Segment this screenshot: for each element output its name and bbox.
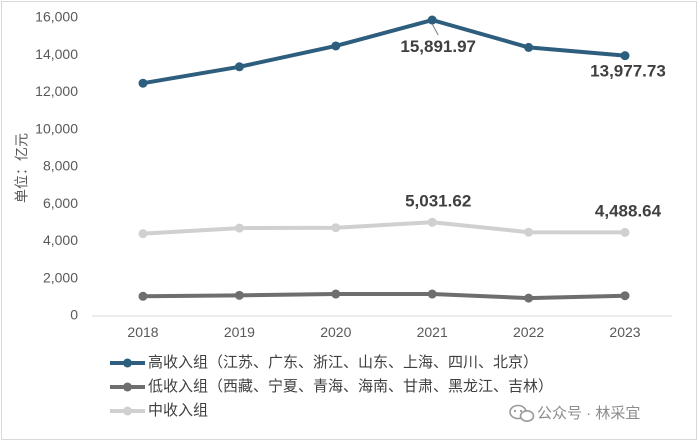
series-group: 15,891.97 13,977.73 5,031.62 4,488.64 xyxy=(138,15,666,303)
legend-label: 中收入组 xyxy=(148,402,208,419)
watermark: 公众号 · 林采宜 xyxy=(509,404,640,422)
x-tick-label: 2019 xyxy=(224,324,255,340)
data-point xyxy=(234,223,244,233)
x-tick-label: 2020 xyxy=(320,324,351,340)
legend-label: 高收入组（江苏、广东、浙江、山东、上海、四川、北京） xyxy=(148,354,538,371)
legend-swatch-marker xyxy=(123,382,132,392)
x-tick-label: 2023 xyxy=(609,324,640,340)
data-point xyxy=(234,290,244,300)
watermark-text: 公众号 · 林采宜 xyxy=(537,405,640,422)
data-point xyxy=(620,227,630,237)
data-label: 5,031.62 xyxy=(405,191,471,210)
data-point xyxy=(331,41,341,51)
data-label: 4,488.64 xyxy=(595,201,662,220)
y-axis-ticks: 0 2,000 4,000 6,000 8,000 10,000 12,000 14,000 1… xyxy=(35,9,78,323)
data-point xyxy=(138,78,148,88)
data-label: 13,977.73 xyxy=(590,62,666,81)
data-point xyxy=(138,229,148,239)
legend: 高收入组（江苏、广东、浙江、山东、上海、四川、北京） 低收入组（西藏、宁夏、青海、… xyxy=(110,354,553,419)
data-point xyxy=(427,289,437,299)
y-tick-label: 12,000 xyxy=(35,83,78,99)
data-point xyxy=(620,291,630,301)
legend-swatch-marker xyxy=(123,406,132,416)
legend-item: 中收入组 xyxy=(110,402,208,419)
data-point xyxy=(620,51,630,61)
legend-item: 高收入组（江苏、广东、浙江、山东、上海、四川、北京） xyxy=(110,354,538,371)
data-label-leader xyxy=(431,23,439,36)
data-point xyxy=(427,15,437,25)
x-tick-label: 2022 xyxy=(513,324,544,340)
series-line xyxy=(141,220,627,236)
y-tick-label: 8,000 xyxy=(43,158,78,174)
y-tick-label: 16,000 xyxy=(35,9,78,25)
series-line xyxy=(141,18,627,86)
y-tick-label: 2,000 xyxy=(43,269,78,285)
x-tick-label: 2018 xyxy=(127,324,158,340)
x-axis-ticks: 2018 2019 2020 2021 2022 2023 xyxy=(127,324,640,340)
data-point xyxy=(524,293,534,303)
data-point xyxy=(138,291,148,301)
x-tick-label: 2021 xyxy=(417,324,448,340)
wechat-icon xyxy=(509,404,535,422)
legend-swatch-marker xyxy=(123,358,132,368)
series-line xyxy=(141,292,627,301)
y-axis-title: 单位：亿元 xyxy=(14,133,30,203)
data-point xyxy=(331,289,341,299)
data-label: 15,891.97 xyxy=(400,37,476,56)
y-tick-label: 4,000 xyxy=(43,232,78,248)
series-3: 5,031.62 4,488.64 xyxy=(138,191,662,239)
series-2 xyxy=(138,289,630,303)
legend-label: 低收入组（西藏、宁夏、青海、海南、甘肃、黑龙江、吉林） xyxy=(148,378,553,395)
data-point xyxy=(427,217,437,227)
data-point xyxy=(524,227,534,237)
y-tick-label: 6,000 xyxy=(43,195,78,211)
data-point xyxy=(234,62,244,72)
y-tick-label: 14,000 xyxy=(35,46,78,62)
y-tick-label: 0 xyxy=(70,307,78,323)
legend-item: 低收入组（西藏、宁夏、青海、海南、甘肃、黑龙江、吉林） xyxy=(110,378,553,395)
y-tick-label: 10,000 xyxy=(35,120,78,136)
data-point xyxy=(331,223,341,233)
data-point xyxy=(524,42,534,52)
series-1: 15,891.97 13,977.73 xyxy=(138,15,666,88)
